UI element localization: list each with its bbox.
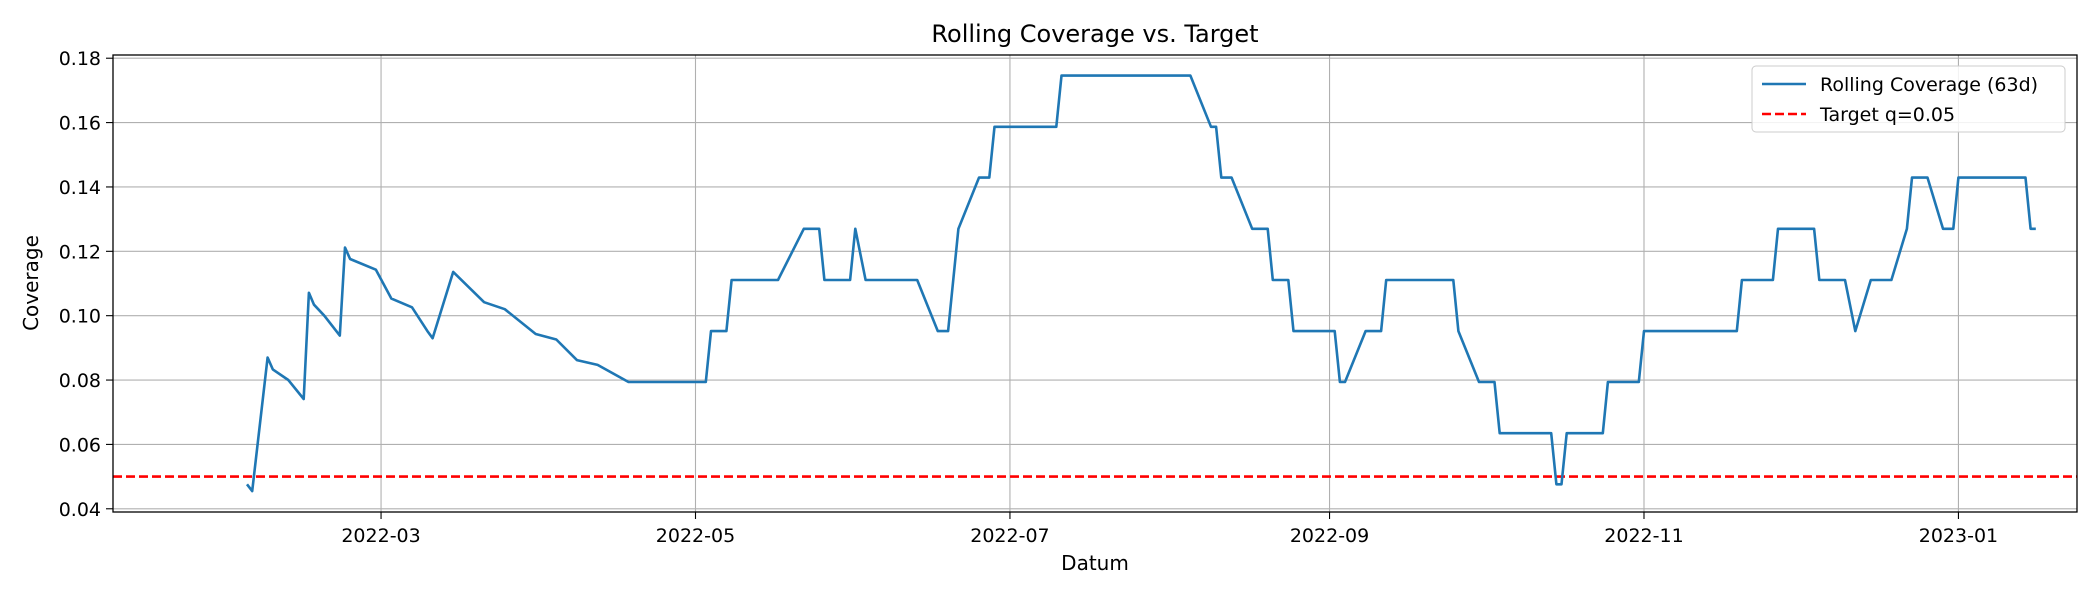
x-tick-label: 2022-03 (341, 525, 420, 547)
x-tick-label: 2022-09 (1290, 525, 1369, 547)
y-axis-label: Coverage (19, 235, 43, 331)
y-tick-label: 0.10 (59, 306, 101, 328)
x-axis-label: Datum (1061, 551, 1129, 575)
y-tick-label: 0.12 (59, 241, 101, 263)
legend-label-target: Target q=0.05 (1819, 104, 1955, 126)
chart-title: Rolling Coverage vs. Target (931, 20, 1258, 48)
legend: Rolling Coverage (63d) Target q=0.05 (1751, 65, 2066, 133)
y-tick-label: 0.06 (59, 434, 101, 456)
plot-area (113, 55, 2077, 512)
legend-label-rolling-coverage: Rolling Coverage (63d) (1820, 74, 2038, 96)
y-tick-label: 0.04 (59, 499, 101, 521)
y-tick-label: 0.08 (59, 370, 101, 392)
x-tick-label: 2023-01 (1919, 525, 1998, 547)
legend-box (1751, 65, 2066, 133)
plot-frame (112, 54, 2078, 513)
x-tick-label: 2022-07 (970, 525, 1049, 547)
x-axis-ticks: 2022-03 2022-05 2022-07 2022-09 2022-11 2023-… (341, 512, 1998, 547)
rolling-coverage-line (245, 74, 2036, 493)
series-group (245, 74, 2036, 493)
y-tick-label: 0.18 (59, 48, 101, 70)
x-tick-label: 2022-11 (1604, 525, 1683, 547)
x-tick-label: 2022-05 (656, 525, 735, 547)
y-tick-label: 0.16 (59, 113, 101, 135)
y-axis-ticks: 0.04 0.06 0.08 0.10 0.12 0.14 0.16 0.18 (59, 48, 113, 521)
y-tick-label: 0.14 (59, 177, 101, 199)
